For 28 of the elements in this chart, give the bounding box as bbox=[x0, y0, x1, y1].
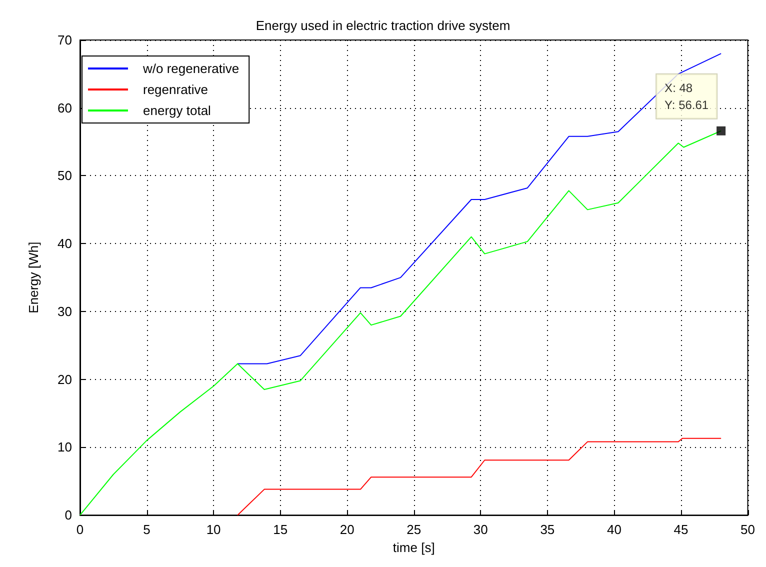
x-tick-label: 10 bbox=[206, 522, 221, 538]
annotation: X: 48 Y: 56.61 bbox=[664, 80, 709, 112]
y-tick-label: 40 bbox=[58, 236, 72, 252]
y-tick-label: 60 bbox=[58, 100, 72, 116]
x-tick-label: 0 bbox=[76, 522, 84, 538]
x-tick-label: 20 bbox=[340, 522, 354, 538]
line-series bbox=[237, 438, 722, 516]
y-tick-label: 0 bbox=[64, 508, 72, 523]
x-tick-label: 35 bbox=[540, 522, 555, 538]
legend-label: w/o regenerative bbox=[142, 61, 240, 76]
x-tick-label: 5 bbox=[143, 522, 150, 538]
y-tick-label: 50 bbox=[58, 168, 72, 184]
y-tick-label: 10 bbox=[58, 440, 72, 455]
x-tick-label: 50 bbox=[740, 522, 756, 538]
legend-label: energy total bbox=[143, 103, 212, 118]
y-axis-title: Energy [Wh] bbox=[26, 242, 41, 314]
chart-title: Energy used in electric traction drive system bbox=[256, 18, 510, 33]
y-tick-label: 70 bbox=[58, 32, 72, 48]
x-tick-label: 15 bbox=[273, 522, 288, 538]
x-axis-title: time [s] bbox=[392, 540, 435, 555]
x-tick-label: 40 bbox=[606, 522, 622, 538]
legend-label: regenrative bbox=[143, 82, 208, 97]
x-tick-label: 25 bbox=[406, 522, 422, 538]
line-series bbox=[237, 53, 722, 364]
x-tick-label: 30 bbox=[473, 522, 488, 538]
y-tick-label: 20 bbox=[58, 372, 72, 387]
x-tick-label: 45 bbox=[674, 522, 688, 538]
y-tick-label: 30 bbox=[58, 304, 72, 319]
